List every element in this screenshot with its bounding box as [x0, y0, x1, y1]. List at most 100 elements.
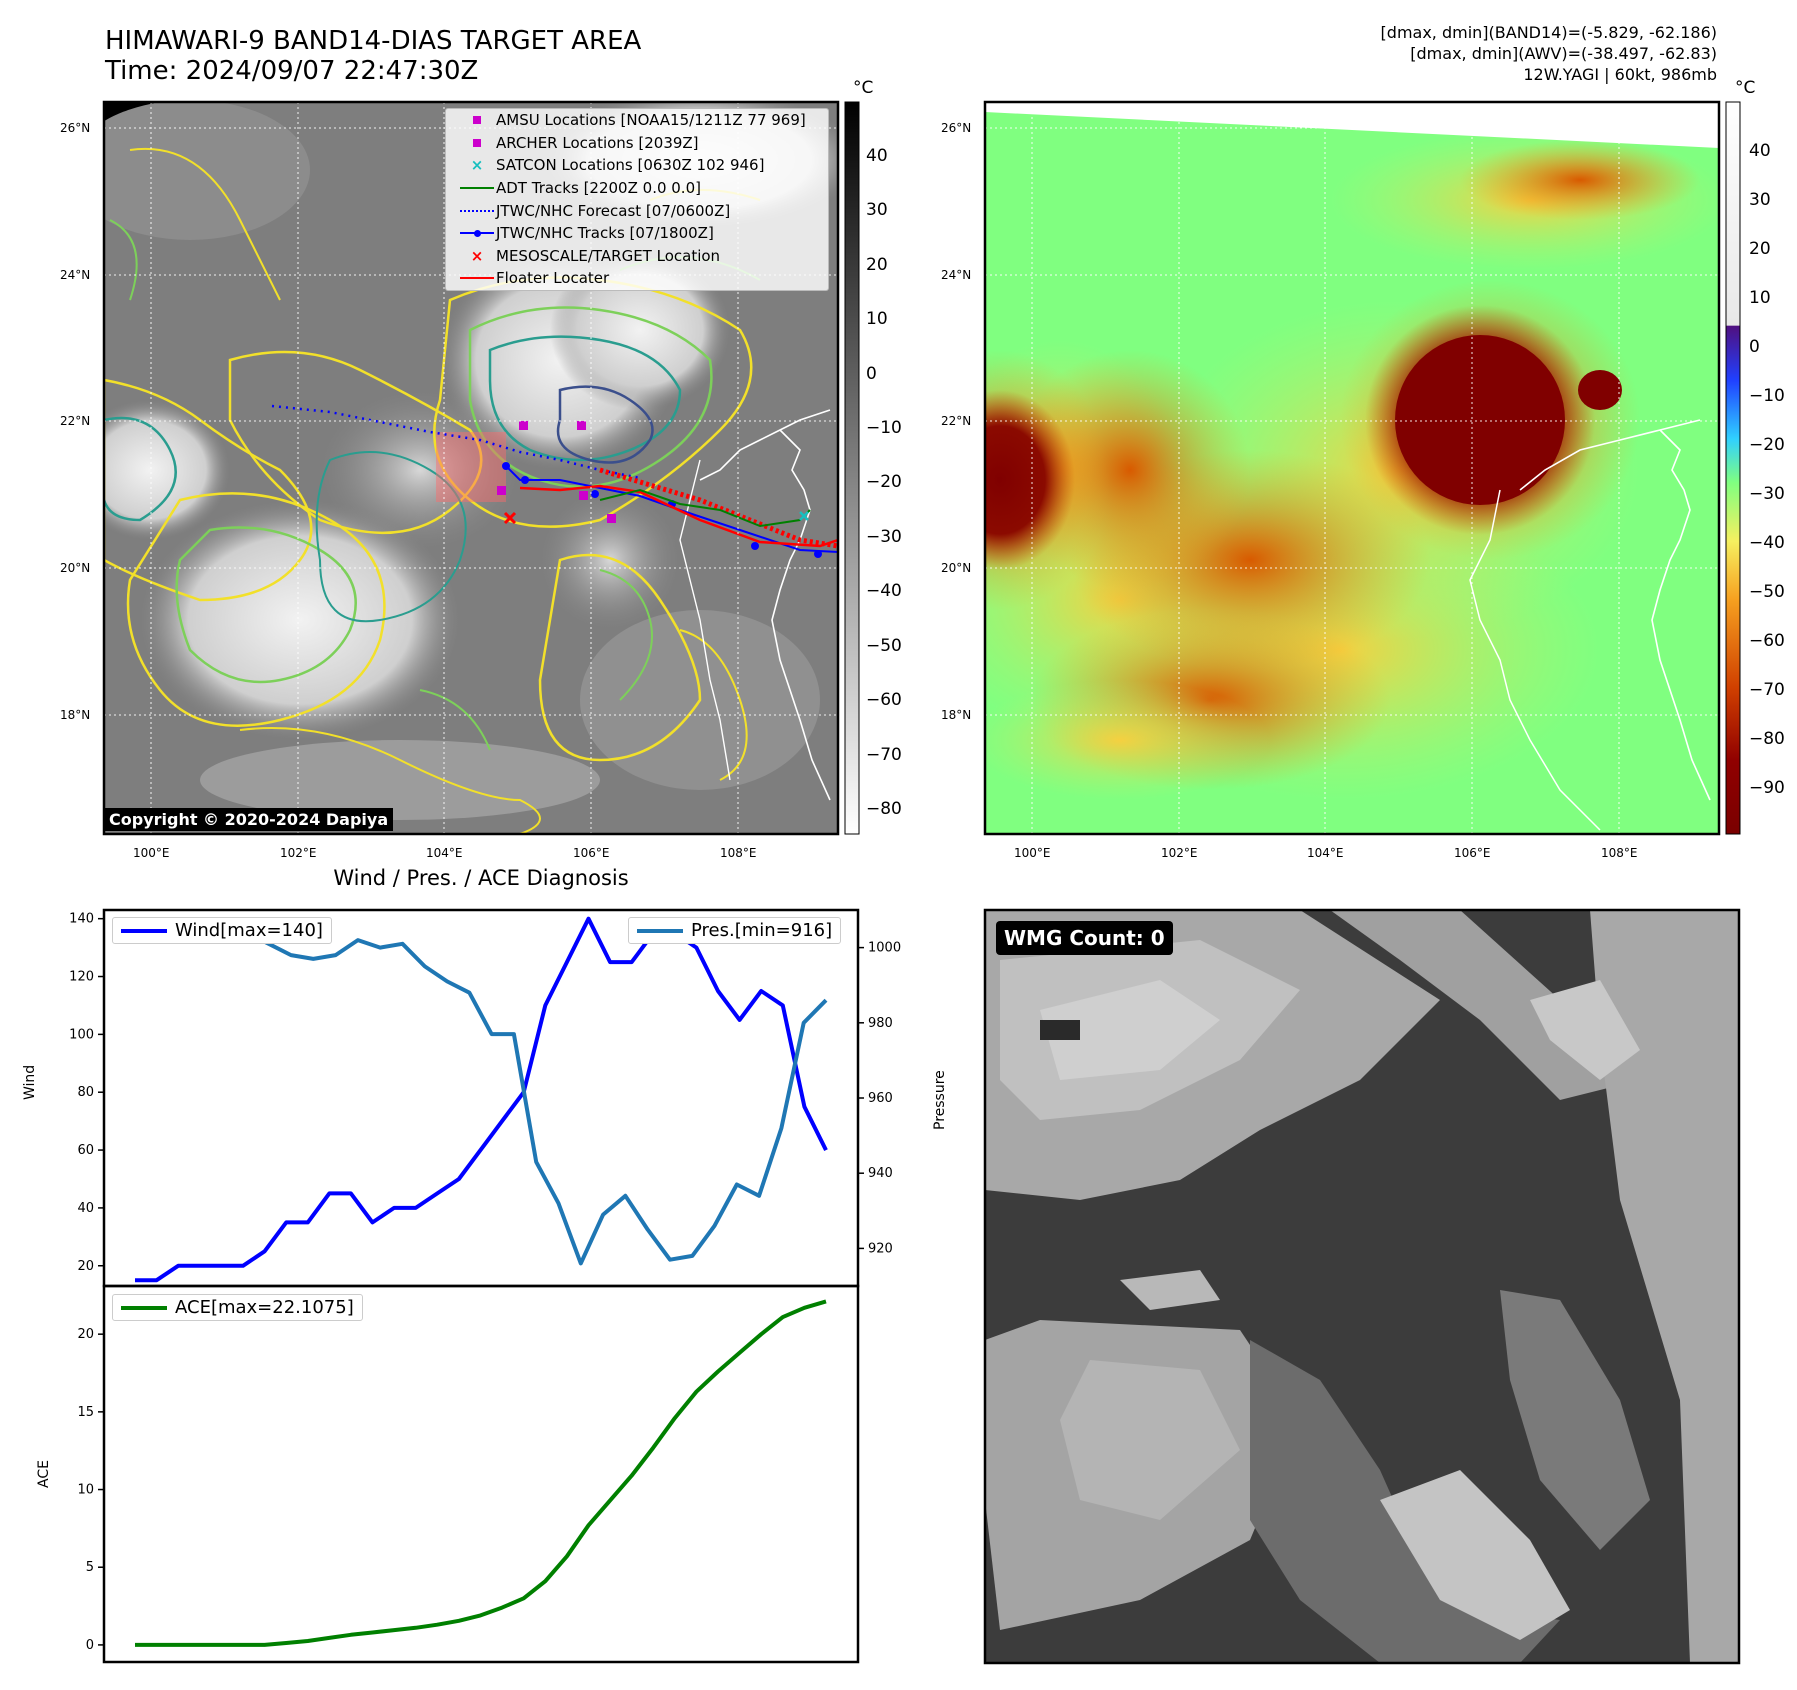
colorbar-tick: 20 [1749, 239, 1771, 259]
colorbar-tick: −30 [866, 527, 902, 547]
ace-tick-label: 5 [86, 1560, 94, 1575]
wind-line [135, 916, 828, 1283]
pressure-line [135, 923, 828, 1266]
pressure-axis-label: Pressure [932, 1070, 948, 1130]
info-band14: [dmax, dmin](BAND14)=(-5.829, -62.186) [1380, 23, 1717, 42]
legend-item-archer: ARCHER Locations [2039Z] [446, 132, 828, 155]
line-dot-icon [458, 229, 496, 237]
ace-tick-label: 20 [77, 1327, 94, 1342]
lon-tick: 108°E [720, 846, 757, 860]
diagnosis-lines [135, 916, 828, 1647]
lat-tick: 18°N [941, 708, 972, 722]
dotted-line-icon [458, 209, 496, 212]
pressure-tick-label: 960 [868, 1091, 893, 1106]
lon-tick: 102°E [280, 846, 317, 860]
ace-tick-label: 0 [86, 1638, 94, 1653]
colorbar-tick: −10 [1749, 386, 1785, 406]
wmg-image [985, 910, 1739, 1663]
pressure-tick-label: 1000 [868, 941, 901, 956]
colorbar-tick: −20 [866, 472, 902, 492]
colorbar-tick: 30 [1749, 190, 1771, 210]
info-awv: [dmax, dmin](AWV)=(-38.497, -62.83) [1410, 44, 1717, 63]
wind-tick-label: 80 [77, 1085, 94, 1100]
wind-tick-label: 60 [77, 1143, 94, 1158]
wind-tick-label: 20 [77, 1259, 94, 1274]
x-marker-icon: × [470, 156, 484, 175]
legend-item-forecast: JTWC/NHC Forecast [07/0600Z] [446, 199, 828, 222]
colorbar-tick: 30 [866, 200, 888, 220]
colorbar-tick: 0 [866, 364, 877, 384]
colorbar-tick: 40 [866, 146, 888, 166]
lat-tick: 24°N [941, 268, 972, 282]
lon-tick: 100°E [1014, 846, 1051, 860]
lat-tick: 22°N [941, 414, 972, 428]
colorbar-tick: 20 [866, 255, 888, 275]
colorbar-tick: −50 [1749, 582, 1785, 602]
pressure-tick-label: 980 [868, 1016, 893, 1031]
colorbar-tick: −10 [866, 418, 902, 438]
colorbar-tick: 10 [1749, 288, 1771, 308]
ace-tick-label: 10 [77, 1483, 94, 1498]
legend-item-tracks: JTWC/NHC Tracks [07/1800Z] [446, 222, 828, 245]
square-marker-icon [458, 138, 496, 147]
left-colorbar [844, 101, 860, 835]
colorbar-tick: −80 [1749, 729, 1785, 749]
lon-tick: 104°E [426, 846, 463, 860]
lon-tick: 106°E [573, 846, 610, 860]
info-storm: 12W.YAGI | 60kt, 986mb [1523, 65, 1717, 84]
colorbar-tick: −40 [1749, 533, 1785, 553]
wind-line-icon [121, 928, 167, 933]
pressure-legend: Pres.[min=916] [628, 917, 842, 944]
colorbar-tick: −50 [866, 636, 902, 656]
colorbar-tick: −30 [1749, 484, 1785, 504]
wmg-count-badge: WMG Count: 0 [996, 921, 1173, 955]
ace-axis-label: ACE [36, 1460, 52, 1488]
wind-tick-label: 40 [77, 1201, 94, 1216]
x-marker-icon: × [470, 246, 484, 265]
ace-tick-label: 15 [77, 1405, 94, 1420]
colorbar-tick: −70 [1749, 680, 1785, 700]
lat-tick: 22°N [60, 414, 91, 428]
solid-line-icon [458, 187, 496, 190]
lon-tick: 100°E [133, 846, 170, 860]
pressure-tick-label: 920 [868, 1241, 893, 1256]
legend-item-satcon: × SATCON Locations [0630Z 102 946] [446, 154, 828, 177]
colorbar-tick: 0 [1749, 337, 1760, 357]
figure-title-line2: Time: 2024/09/07 22:47:30Z [105, 56, 479, 86]
wind-axis-label: Wind [22, 1064, 38, 1100]
colorbar-tick: −20 [1749, 435, 1785, 455]
figure-info: [dmax, dmin](BAND14)=(-5.829, -62.186) [… [1381, 22, 1717, 85]
diagnosis-title: Wind / Pres. / ACE Diagnosis [333, 866, 629, 890]
copyright-badge: Copyright © 2020-2024 Dapiya [104, 808, 394, 831]
ace-line [135, 1299, 827, 1647]
colorbar-tick: 40 [1749, 141, 1771, 161]
legend-item-amsu: AMSU Locations [NOAA15/1211Z 77 969] [446, 109, 828, 132]
lon-tick: 108°E [1601, 846, 1638, 860]
figure-title: HIMAWARI-9 BAND14-DIAS TARGET AREA Time:… [105, 26, 641, 86]
lon-tick: 106°E [1454, 846, 1491, 860]
colorbar-tick: −70 [866, 745, 902, 765]
right-colorbar-unit: °C [1735, 78, 1756, 98]
ace-legend: ACE[max=22.1075] [112, 1294, 363, 1321]
legend-item-target: × MESOSCALE/TARGET Location [446, 245, 828, 268]
colorbar-tick: −80 [866, 799, 902, 819]
lat-tick: 20°N [941, 561, 972, 575]
colorbar-tick: −90 [1749, 778, 1785, 798]
left-colorbar-unit: °C [853, 78, 874, 98]
wind-tick-label: 100 [69, 1027, 94, 1042]
legend-item-adt: ADT Tracks [2200Z 0.0 0.0] [446, 177, 828, 200]
pressure-tick-label: 940 [868, 1166, 893, 1181]
solid-line-icon [458, 277, 496, 280]
lat-tick: 18°N [60, 708, 91, 722]
wind-legend: Wind[max=140] [112, 917, 332, 944]
awv-image [985, 102, 1719, 834]
colorbar-tick: −60 [1749, 631, 1785, 651]
track-legend: AMSU Locations [NOAA15/1211Z 77 969] ARC… [445, 108, 829, 291]
colorbar-tick: 10 [866, 309, 888, 329]
right-colorbar [1725, 101, 1741, 835]
legend-item-floater: Floater Locater [446, 267, 828, 290]
pressure-line-icon [637, 928, 683, 933]
ace-line-icon [121, 1305, 167, 1310]
wind-tick-label: 140 [69, 912, 94, 927]
